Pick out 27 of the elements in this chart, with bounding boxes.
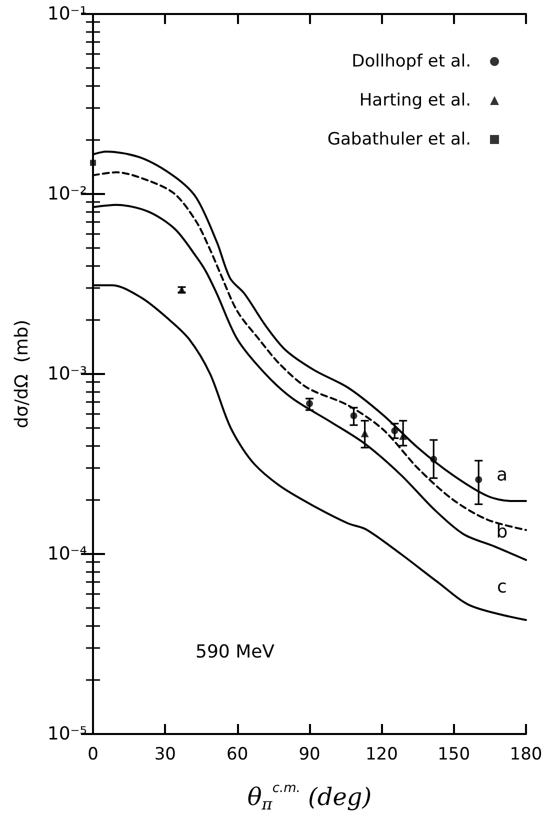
- legend-label: Dollhopf et al.: [352, 52, 471, 72]
- y-tick-label: 10⁻¹: [47, 4, 87, 24]
- point: [306, 400, 313, 408]
- point: [430, 456, 438, 463]
- x-tick-label: 0: [88, 744, 98, 764]
- x-tick-label: 90: [298, 744, 320, 764]
- y-tick-label: 10⁻⁵: [47, 724, 87, 744]
- annotation: b: [496, 522, 508, 542]
- y-tick-label: 10⁻⁴: [47, 544, 87, 564]
- annotation: c: [497, 576, 507, 598]
- y-tick-label: 10⁻³: [47, 364, 87, 384]
- line-series: [92, 204, 527, 561]
- point: [90, 160, 96, 166]
- legend-label: Harting et al.: [359, 90, 471, 110]
- x-tick-label: 150: [438, 744, 470, 764]
- legend-label: Gabathuler et al.: [327, 130, 471, 150]
- x-tick-label: 30: [154, 744, 176, 764]
- x-tick-label: 120: [365, 744, 398, 764]
- annotation: a: [496, 464, 508, 486]
- x-tick-label: 60: [226, 744, 248, 764]
- x-tick-label: 180: [510, 744, 542, 764]
- point: [350, 412, 358, 420]
- point: [475, 476, 482, 484]
- point: [391, 427, 398, 434]
- y-axis-title: dσ/dΩ (mb): [12, 320, 32, 428]
- annotation: 590 MeV: [196, 642, 276, 662]
- y-tick-label: 10⁻²: [47, 184, 87, 204]
